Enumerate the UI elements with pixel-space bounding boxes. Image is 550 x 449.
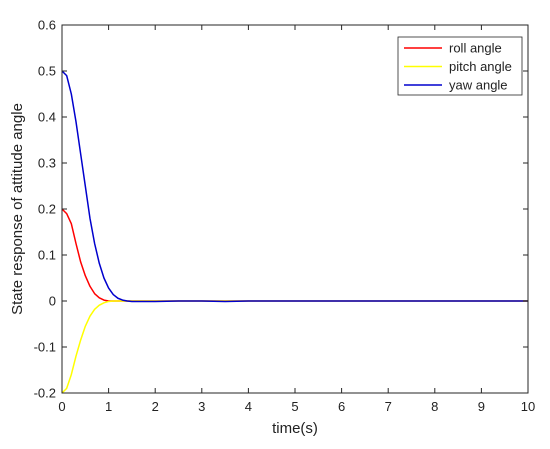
legend-label: pitch angle [449, 59, 512, 74]
x-tick-label: 7 [385, 399, 392, 414]
legend: roll angle pitch angle yaw angle [397, 36, 523, 96]
y-tick-label: 0.3 [38, 156, 56, 171]
x-tick-label: 3 [198, 399, 205, 414]
x-tick-label: 0 [58, 399, 65, 414]
y-tick-label: 0.4 [38, 110, 56, 125]
series-layer [61, 70, 528, 394]
legend-label: roll angle [449, 41, 502, 56]
x-tick-label: 6 [338, 399, 345, 414]
y-tick-label: -0.2 [34, 386, 56, 401]
x-tick-label: 4 [245, 399, 252, 414]
y-tick-label: 0.6 [38, 18, 56, 33]
ticks-layer: 0 1 2 3 4 5 6 7 8 9 10 -0.2 -0.1 0 0.1 0.2 0.3 0.4 0.5 0.6 [34, 18, 536, 415]
y-tick-label: 0.1 [38, 248, 56, 263]
x-tick-label: 5 [291, 399, 298, 414]
series-line-yaw-angle [61, 70, 528, 303]
x-tick-label: 10 [521, 399, 535, 414]
y-axis-title: State response of attitude angle [9, 103, 26, 315]
x-tick-label: 1 [105, 399, 112, 414]
y-tick-label: 0 [49, 294, 56, 309]
y-tick-label: -0.1 [34, 340, 56, 355]
legend-label: yaw angle [449, 78, 508, 93]
x-tick-label: 8 [431, 399, 438, 414]
x-tick-label: 2 [152, 399, 159, 414]
y-tick-label: 0.5 [38, 64, 56, 79]
y-tick-label: 0.2 [38, 202, 56, 217]
x-axis-title: time(s) [272, 420, 318, 437]
x-tick-label: 9 [478, 399, 485, 414]
